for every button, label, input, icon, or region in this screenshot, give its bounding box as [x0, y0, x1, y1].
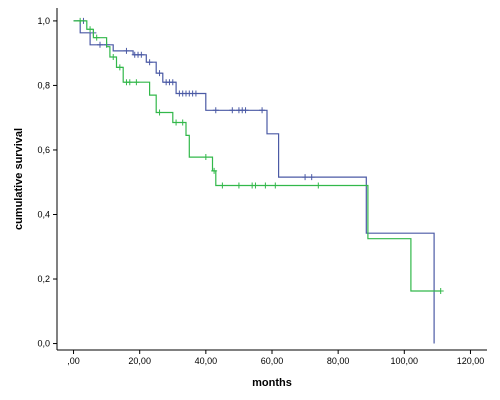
series-2-censor-mark	[315, 182, 322, 189]
series-2-censor-mark	[156, 109, 163, 116]
series-1-censor-mark	[212, 107, 219, 114]
series-2-censor-mark	[252, 182, 259, 189]
series-2-censor-mark	[77, 17, 84, 24]
series-2-censor-mark	[116, 64, 123, 71]
series-2-censor-mark	[126, 79, 133, 86]
series-2-censor-mark	[179, 119, 186, 126]
series-1-censor-mark	[97, 41, 103, 48]
y-tick-label: 1,0	[37, 16, 50, 26]
series-1-censor-mark	[192, 90, 199, 97]
series-2-censor-mark	[93, 34, 100, 41]
series-1-censor-mark	[259, 107, 266, 114]
y-tick-label: 0,6	[37, 145, 50, 155]
series-layer	[73, 17, 444, 344]
x-tick-label: 20,00	[128, 356, 151, 366]
series-2-censor-mark	[262, 182, 269, 189]
series-1-censor-mark	[138, 51, 145, 58]
x-axis-ticks: ,00 20,00 40,00 60,00 80,00 100,00 120,00	[67, 350, 484, 366]
series-2-censor-mark	[202, 154, 209, 161]
series-2-censor-mark	[87, 26, 94, 33]
series-1-censor-mark	[123, 47, 130, 54]
y-tick-label: 0,4	[37, 209, 50, 219]
series-1-censor-mark	[242, 107, 249, 114]
x-tick-label: 100,00	[391, 356, 419, 366]
series-2-censor-mark	[173, 119, 180, 126]
x-tick-label: 80,00	[327, 356, 350, 366]
y-axis-title: cumulative survival	[13, 128, 25, 230]
y-tick-label: 0,0	[37, 339, 50, 349]
y-tick-label: 0,8	[37, 80, 50, 90]
x-tick-label: 40,00	[195, 356, 218, 366]
series-2-censor-mark	[437, 287, 444, 294]
series-2-censor-mark	[219, 182, 226, 189]
series-2-line	[73, 20, 441, 292]
x-axis-title: months	[252, 377, 292, 389]
y-axis-ticks: 0,0 0,2 0,4 0,6 0,8 1,0	[37, 16, 57, 349]
series-2-censor-mark	[272, 182, 279, 189]
series-2-censor-mark	[110, 54, 117, 61]
series-1-censor-mark	[156, 70, 163, 77]
x-tick-label: 60,00	[261, 356, 284, 366]
y-tick-label: 0,2	[37, 274, 50, 284]
series-1-censor-mark	[229, 107, 236, 114]
series-1-censor-mark	[308, 174, 315, 181]
series-1-censor-mark	[302, 174, 309, 181]
series-2-censor-mark	[133, 79, 140, 86]
series-2-censor-mark	[211, 167, 218, 174]
x-tick-label: 120,00	[457, 356, 485, 366]
series-1-censor-mark	[146, 59, 153, 66]
x-tick-label: ,00	[67, 356, 80, 366]
series-1-censor-mark	[169, 79, 176, 86]
series-2-censor-mark	[235, 182, 242, 189]
